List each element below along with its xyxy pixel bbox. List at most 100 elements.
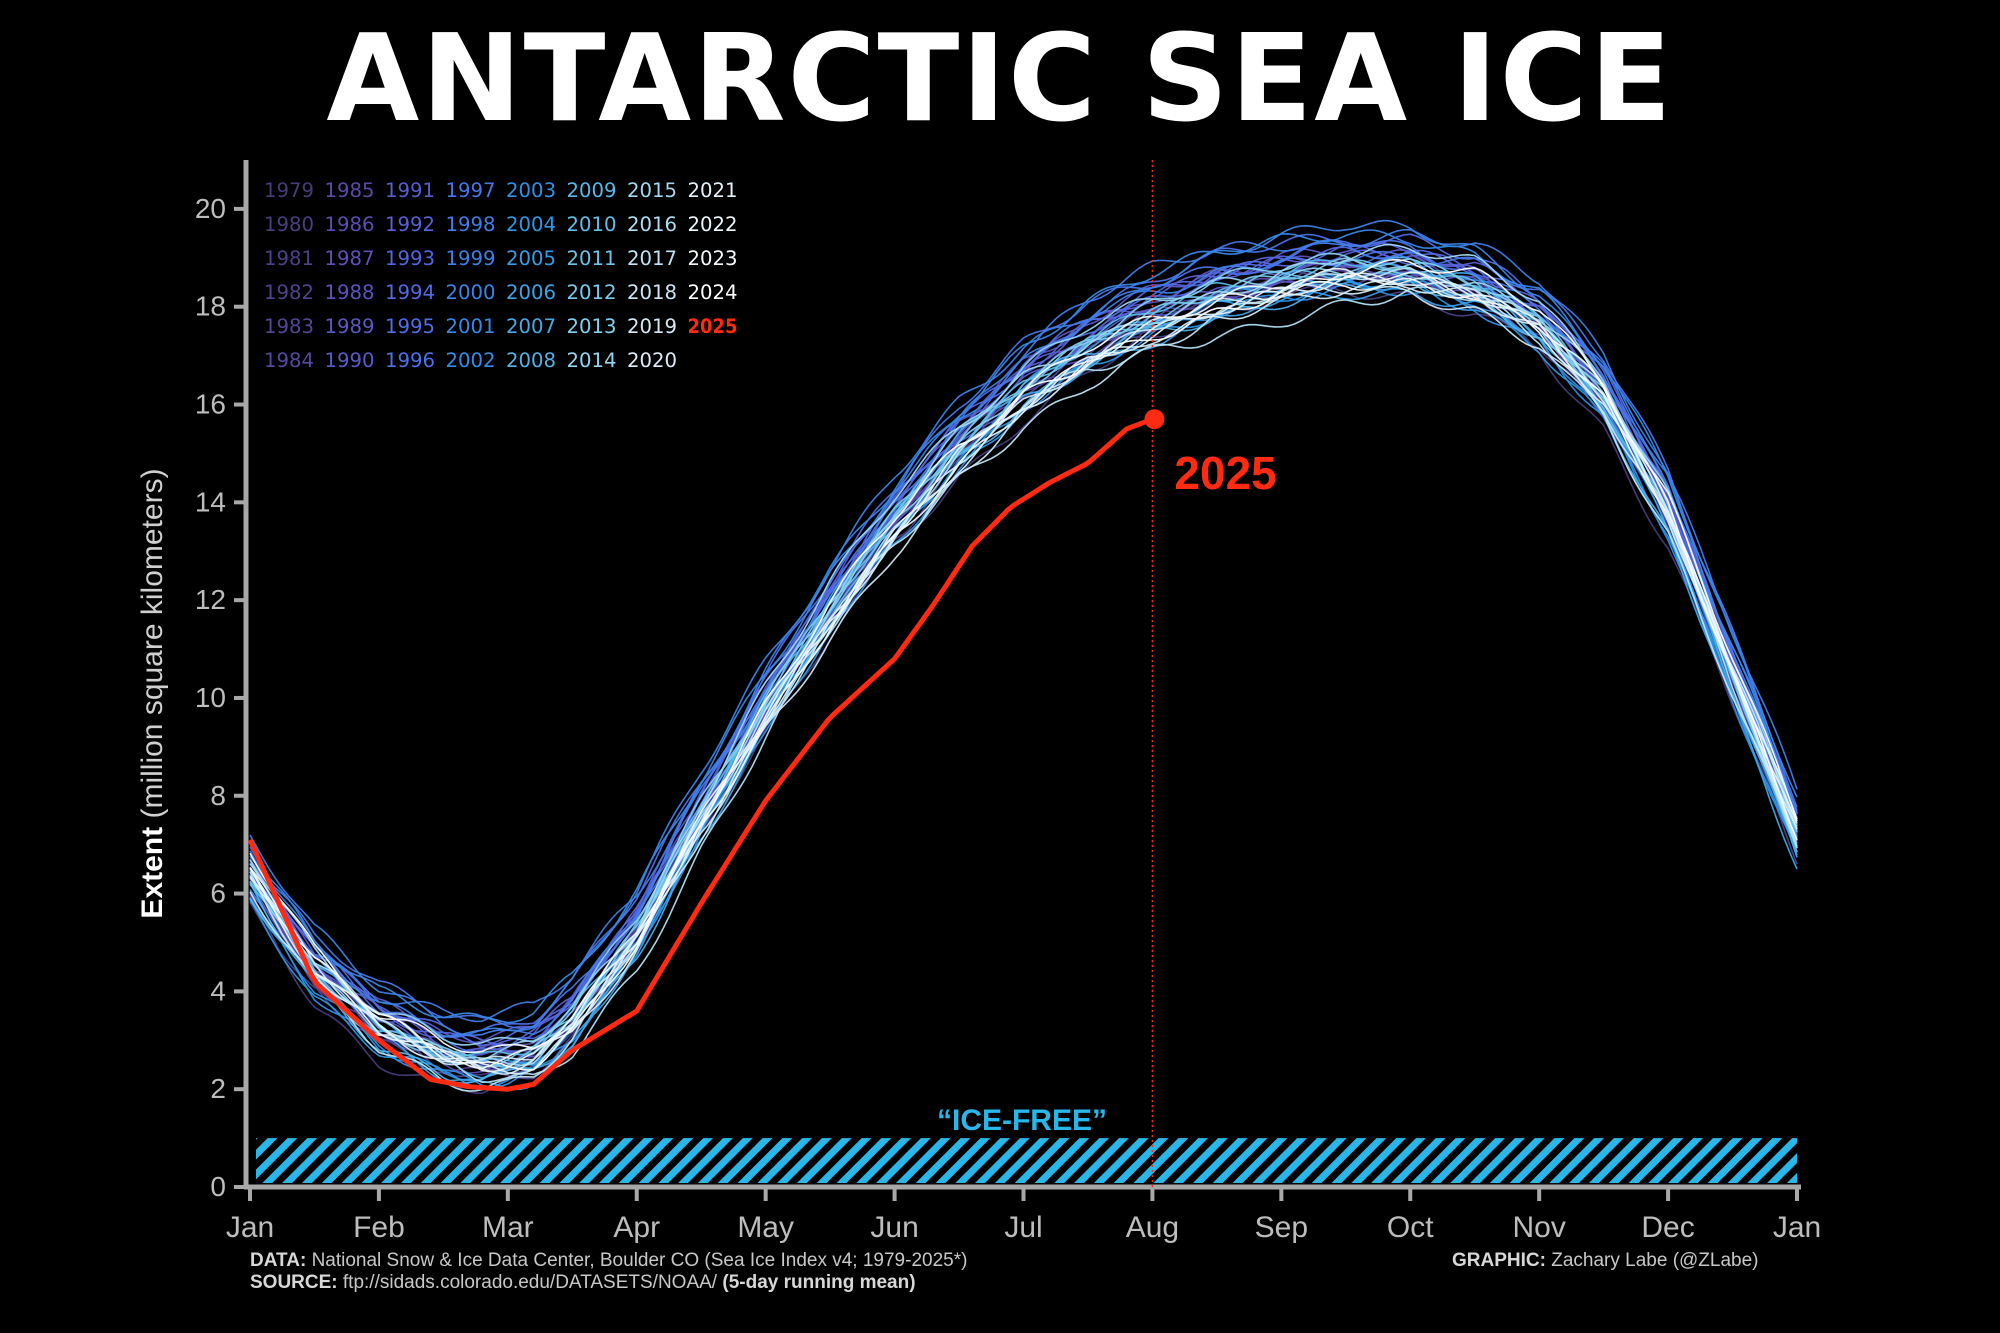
y-tick-label: 20 [195, 193, 226, 224]
x-tick-label: Jan [1773, 1211, 1821, 1244]
series-line-2024 [249, 258, 1798, 1071]
legend-entry-1997: 1997 [446, 179, 496, 202]
legend-entry-1985: 1985 [325, 179, 375, 202]
legend-entry-2021: 2021 [688, 179, 738, 202]
legend-entry-2008: 2008 [506, 349, 556, 372]
legend-entry-2013: 2013 [567, 315, 617, 338]
legend-entry-2002: 2002 [446, 349, 496, 372]
x-tick-label: Nov [1512, 1211, 1565, 1244]
legend-entry-1994: 1994 [385, 281, 435, 304]
legend-entry-1980: 1980 [264, 213, 314, 236]
footer-data-label: DATA: [250, 1250, 307, 1271]
legend-entry-1987: 1987 [325, 247, 375, 270]
y-tick-label: 8 [210, 780, 226, 811]
series-2025-label: 2025 [1174, 447, 1276, 499]
footer-graphic-text: Zachary Labe (@ZLabe) [1551, 1250, 1759, 1271]
footer-source-note: (5-day running mean) [722, 1272, 916, 1293]
legend-entry-1999: 1999 [446, 247, 496, 270]
series-line-2021 [249, 272, 1798, 1073]
legend-entry-2001: 2001 [446, 315, 496, 338]
series-line-1998 [249, 239, 1798, 1023]
legend-entry-2016: 2016 [627, 213, 677, 236]
series-lines: 2025 [247, 219, 1798, 1095]
legend-entry-1984: 1984 [264, 349, 314, 372]
y-tick-label: 12 [195, 584, 226, 615]
footer-source-text: ftp://sidads.colorado.edu/DATASETS/NOAA/ [342, 1272, 718, 1293]
series-line-2017 [249, 267, 1798, 1092]
y-tick-label: 2 [210, 1073, 226, 1104]
legend-entry-2009: 2009 [567, 179, 617, 202]
legend-entry-1982: 1982 [264, 281, 314, 304]
x-tick-label: Jun [870, 1211, 918, 1244]
x-tick-label: Dec [1641, 1211, 1694, 1244]
footer-data-line: DATA: National Snow & Ice Data Center, B… [250, 1250, 967, 1272]
x-tick-label: Apr [613, 1211, 660, 1244]
footer-graphic-label: GRAPHIC: [1452, 1250, 1546, 1271]
footer-graphic-credit: GRAPHIC: Zachary Labe (@ZLabe) [1452, 1250, 1759, 1272]
legend-entry-1989: 1989 [325, 315, 375, 338]
legend-entry-1988: 1988 [325, 281, 375, 304]
x-tick-label: May [737, 1211, 794, 1244]
footer-credits: DATA: National Snow & Ice Data Center, B… [250, 1250, 967, 1294]
series-line-1989 [249, 262, 1798, 1044]
legend-entry-2004: 2004 [506, 213, 556, 236]
footer-data-text: National Snow & Ice Data Center, Boulder… [311, 1250, 968, 1271]
legend-entry-1983: 1983 [264, 315, 314, 338]
y-tick-label: 16 [195, 389, 226, 420]
legend-entry-2019: 2019 [627, 315, 677, 338]
series-line-1982 [249, 264, 1798, 1075]
y-tick-label: 6 [210, 878, 226, 909]
y-tick-label: 14 [195, 486, 226, 517]
y-tick-label: 10 [195, 682, 226, 713]
legend-entry-2010: 2010 [567, 213, 617, 236]
series-line-2015 [249, 243, 1798, 1067]
x-tick-label: Aug [1126, 1211, 1179, 1244]
y-tick-label: 18 [195, 291, 226, 322]
series-line-2002 [249, 281, 1798, 1088]
legend-entry-1995: 1995 [385, 315, 435, 338]
series-line-2000 [249, 219, 1798, 1038]
y-tick-label: 0 [210, 1171, 226, 1202]
series-line-2014 [249, 265, 1798, 1046]
legend-entry-1998: 1998 [446, 213, 496, 236]
series-line-2022 [249, 267, 1798, 1070]
legend-entry-2024: 2024 [688, 281, 738, 304]
legend-entry-2025: 2025 [688, 315, 738, 338]
legend-entry-2000: 2000 [446, 281, 496, 304]
series-line-2009 [249, 269, 1798, 1061]
x-tick-label: Mar [482, 1211, 534, 1244]
legend: 1979 1980 1981 1982 1983 1984 1985 1986 1987 1988… [264, 179, 738, 372]
series-line-2001 [249, 229, 1798, 1024]
x-tick-label: Jan [226, 1211, 274, 1244]
ice-free-hatch [256, 1138, 1797, 1183]
ice-free-label: “ICE-FREE” [937, 1104, 1107, 1137]
series-line-1980 [249, 284, 1798, 1065]
series-2025-endpoint [1144, 409, 1165, 430]
page-title: ANTARCTIC SEA ICE [326, 10, 1674, 149]
series-line-1984 [249, 264, 1798, 1071]
legend-entry-2012: 2012 [567, 281, 617, 304]
legend-entry-2017: 2017 [627, 247, 677, 270]
legend-entry-2014: 2014 [567, 349, 617, 372]
legend-entry-2018: 2018 [627, 281, 677, 304]
footer-source-line: SOURCE: ftp://sidads.colorado.edu/DATASE… [250, 1272, 967, 1294]
legend-entry-2003: 2003 [506, 179, 556, 202]
x-tick-label: Oct [1387, 1211, 1434, 1244]
series-line-2025 [247, 416, 1154, 1092]
legend-entry-2011: 2011 [567, 247, 617, 270]
legend-entry-1986: 1986 [325, 213, 375, 236]
y-tick-label: 4 [210, 975, 226, 1006]
legend-entry-1996: 1996 [385, 349, 435, 372]
legend-entry-2015: 2015 [627, 179, 677, 202]
legend-entry-2023: 2023 [688, 247, 738, 270]
series-line-2019 [249, 280, 1798, 1075]
legend-entry-2022: 2022 [688, 213, 738, 236]
legend-entry-1990: 1990 [325, 349, 375, 372]
legend-entry-1991: 1991 [385, 179, 435, 202]
series-line-2010 [249, 265, 1798, 1069]
legend-entry-2007: 2007 [506, 315, 556, 338]
series-line-1997 [249, 250, 1798, 1030]
legend-entry-1993: 1993 [385, 247, 435, 270]
legend-entry-1979: 1979 [264, 179, 314, 202]
